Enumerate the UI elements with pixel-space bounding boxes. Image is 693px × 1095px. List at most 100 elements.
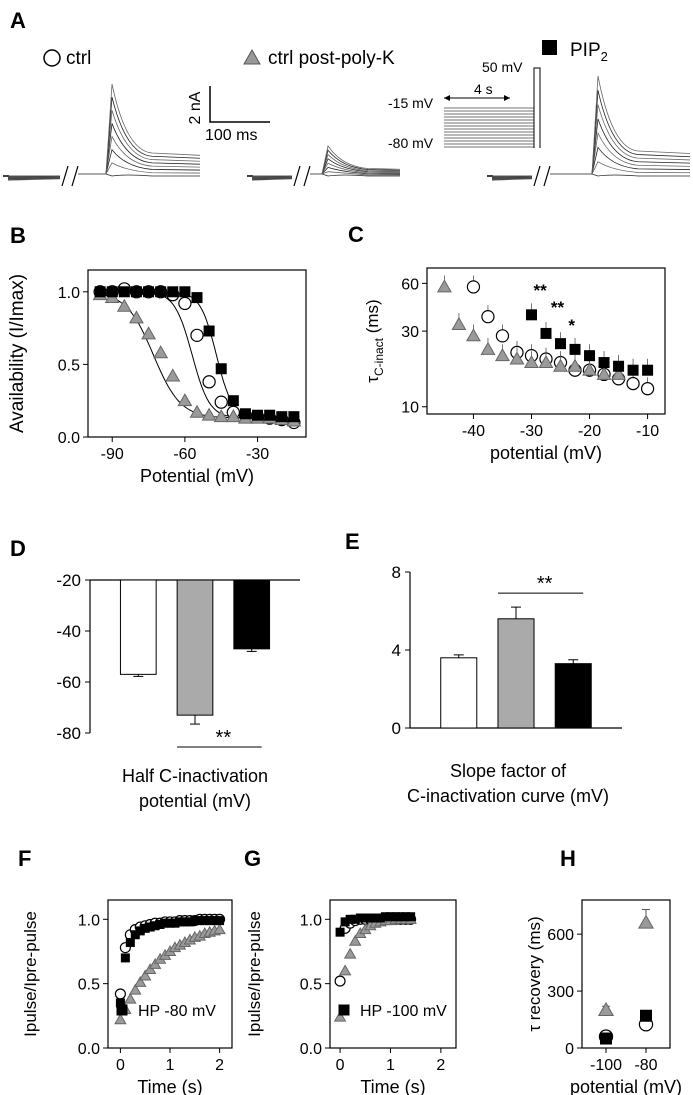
scale-bar — [209, 86, 270, 123]
postpolyk-point — [138, 969, 152, 981]
postpolyk-point — [153, 345, 169, 359]
pip2-point — [340, 917, 350, 927]
y-tick-label: 0.0 — [78, 1041, 100, 1058]
pip2-traces-trace — [491, 104, 691, 180]
significance-label: * — [568, 316, 575, 335]
postpolyk-point — [141, 326, 157, 340]
bar-2 — [497, 618, 535, 729]
protocol-v-mid: -15 mV — [388, 95, 434, 111]
postpolyk-point — [348, 934, 362, 946]
pip2-point — [190, 916, 200, 926]
x-axis-label-line1: Half C-inactivation — [122, 766, 268, 786]
y-tick-label: 60 — [401, 276, 419, 293]
ctrl-point — [190, 328, 204, 342]
x-tick-label: -20 — [578, 423, 601, 440]
pip2-point — [406, 912, 416, 922]
postpolyk-point — [114, 1013, 127, 1025]
ctrl-point — [495, 329, 510, 343]
pip2-traces-trace — [491, 118, 691, 179]
x-tick-label: -30 — [520, 423, 543, 440]
y-tick-label: 0.0 — [300, 1041, 322, 1058]
current-traces — [3, 75, 691, 187]
pip2-point — [215, 916, 225, 926]
x-tick-label: -60 — [173, 446, 196, 463]
ctrl-point — [481, 310, 495, 324]
y-tick-label: 4 — [392, 641, 401, 660]
y-tick-label: 8 — [392, 563, 401, 582]
pip2-point — [252, 409, 264, 421]
significance-label: ** — [216, 727, 232, 749]
postpolyk-point — [338, 964, 352, 976]
panel-a-letter: A — [10, 8, 26, 33]
pip2-point — [195, 916, 205, 926]
postpolyk-point — [128, 310, 144, 324]
pip2-point — [627, 364, 639, 376]
y-tick-label: -20 — [56, 571, 81, 590]
postpolyk-point — [495, 348, 510, 362]
postpolyk-point — [124, 992, 137, 1004]
x-tick-label: 1 — [386, 1057, 395, 1074]
postpolyk-point — [480, 341, 496, 355]
pip2-point — [155, 919, 165, 929]
y-tick-label: 0.5 — [58, 357, 80, 374]
panel-b-letter: B — [10, 223, 26, 248]
pip2-point — [191, 292, 203, 304]
postpolyk-point — [611, 366, 627, 380]
ctrl-traces-trace — [7, 83, 201, 181]
ctrl-point — [214, 395, 228, 409]
x-tick-label: -90 — [101, 446, 124, 463]
postpolyk-point — [465, 328, 481, 342]
plot-frame — [426, 267, 666, 415]
ctrl-traces-trace — [7, 135, 201, 179]
y-axis-label: Ipulse/Ipre-pulse — [245, 911, 264, 1037]
inline-legend-pip2-marker — [116, 1004, 128, 1016]
pip2-traces-trace — [491, 75, 691, 181]
pip2-point — [125, 937, 135, 947]
pip2-traces-trace — [491, 90, 691, 180]
postpolyk-point — [553, 358, 568, 372]
ctrl-point — [178, 296, 192, 311]
y-tick-label: 10 — [401, 400, 419, 417]
pip2-point — [598, 357, 610, 369]
protocol-duration: 4 s — [474, 81, 493, 97]
postpolyk-point — [165, 368, 181, 382]
x-axis-label-line1: Slope factor of — [450, 761, 567, 781]
x-tick-label: -30 — [246, 446, 269, 463]
x-tick-label: 1 — [166, 1057, 175, 1074]
postpolyk-point — [343, 947, 357, 959]
ctrl-traces-trace — [7, 162, 201, 177]
y-tick-label: 600 — [547, 927, 574, 944]
pip2-traces-axis-break — [533, 165, 551, 187]
ctrl-traces-trace — [7, 97, 201, 180]
legend-postpolyk-marker — [243, 48, 261, 65]
postpolyk-traces-trace — [251, 166, 401, 178]
bar-3 — [233, 579, 271, 650]
pip2-point — [140, 923, 150, 933]
postpolyk-traces-trace — [251, 153, 401, 180]
pip2-point — [150, 921, 160, 931]
x-tick-label: 0 — [116, 1057, 125, 1074]
pip2-point — [613, 360, 625, 372]
pip2-point — [135, 926, 145, 936]
x-axis-label: potential (mV) — [570, 1077, 682, 1095]
x-axis-label-line2: C-inactivation curve (mV) — [407, 786, 609, 806]
x-tick-label: 0 — [336, 1057, 345, 1074]
y-tick-label: -40 — [56, 622, 81, 641]
panel-e-letter: E — [345, 529, 360, 554]
pip2-point — [205, 916, 215, 926]
pip2-point — [115, 998, 125, 1008]
postpolyk-point — [213, 923, 226, 935]
pip2-point — [165, 918, 175, 928]
y-tick-label: 1.0 — [58, 285, 80, 302]
x-tick-label: -80 — [634, 1057, 657, 1074]
postpolyk-traces-trace — [251, 162, 401, 179]
pip2-point — [276, 411, 288, 423]
y-axis-label: τ recovery (ms) — [525, 916, 544, 1031]
panel-g: G 0 1 2 0.0 0.5 1.0 HP -100 mV Time (s) Ipulse/Ip… — [244, 846, 457, 1095]
pip2-point — [227, 395, 239, 407]
x-tick-label: -40 — [462, 423, 485, 440]
postpolyk-point — [451, 316, 467, 330]
pip2-point — [401, 912, 411, 922]
panel-c-letter: C — [348, 222, 364, 247]
bar-1 — [440, 657, 478, 729]
